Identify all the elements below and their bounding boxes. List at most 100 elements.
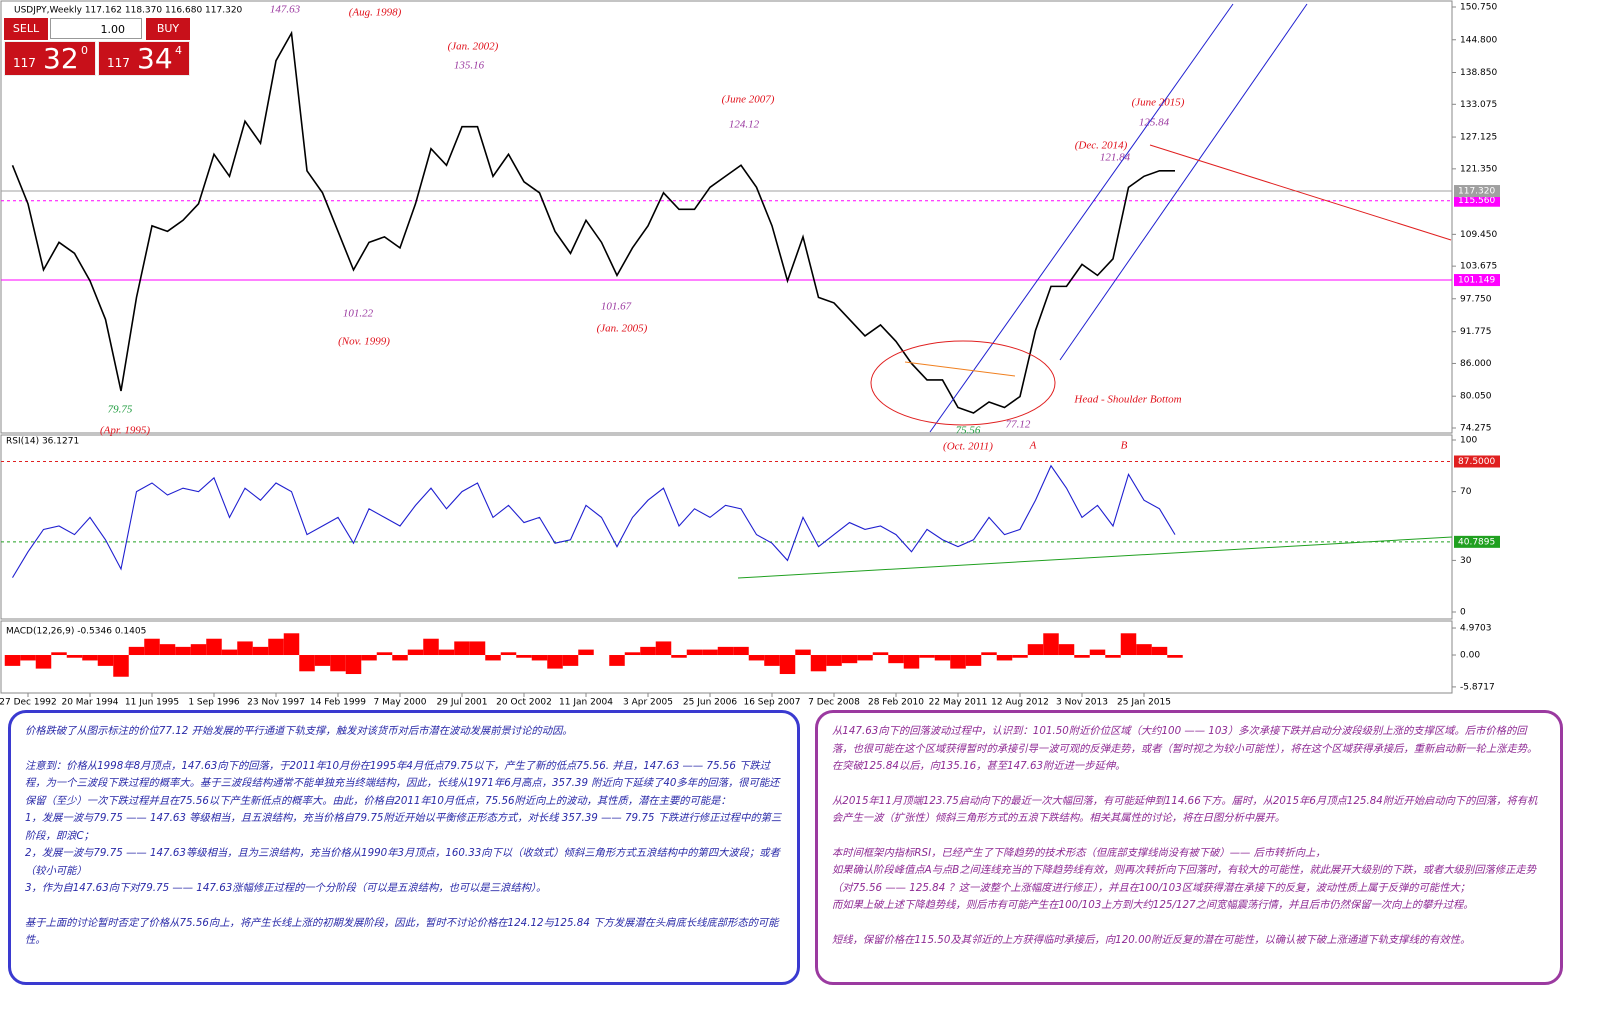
y-tick-label: 109.450	[1460, 230, 1497, 240]
macd-bar	[640, 646, 656, 656]
macd-bar	[965, 655, 982, 666]
x-tick-label: 11 Jun 1995	[125, 698, 179, 708]
macd-bar	[826, 655, 842, 666]
macd-bar	[1136, 644, 1152, 656]
macd-bar	[268, 638, 284, 656]
macd-bar	[996, 655, 1013, 661]
annotation: 101.22	[343, 308, 374, 320]
x-tick-label: 27 Dec 1992	[0, 698, 57, 708]
macd-bar	[1105, 655, 1121, 658]
macd-bar	[578, 649, 594, 656]
macd-bar	[97, 655, 114, 666]
x-tick-label: 1 Sep 1996	[188, 698, 240, 708]
macd-bar	[128, 646, 145, 656]
plot-layer: 74.275 80.050 86.000 91.775 97.750 103.675 109…	[0, 3, 1500, 708]
macd-bar	[1058, 644, 1075, 656]
macd-bar	[438, 649, 455, 656]
macd-bar	[624, 652, 641, 656]
note-paragraph: 1，发展一波与79.75 —— 147.63 等级相当，且五浪结构，充当价格自7…	[25, 812, 782, 842]
note-paragraph: 短线，保留价格在115.50及其邻近的上方获得临时承接后，向120.00附近反复…	[832, 933, 1471, 946]
level-label: 40.7895	[1458, 537, 1495, 547]
macd-bar	[547, 655, 563, 669]
channel-upper	[929, 3, 1234, 433]
price-pips: 34	[137, 42, 173, 75]
annotation: (June 2015)	[1132, 97, 1185, 109]
macd-bar	[531, 655, 548, 661]
macd-title: MACD(12,26,9) -0.5346 0.1405	[6, 627, 146, 637]
macd-panel	[0, 620, 1453, 694]
macd-bar	[903, 655, 920, 669]
lot-input[interactable]: 1.00	[50, 18, 142, 39]
price-big: 117	[107, 56, 130, 70]
y-tick-label: -5.8717	[1460, 682, 1495, 692]
price-big: 117	[13, 56, 36, 70]
sell-price[interactable]: 117 32 0	[4, 41, 96, 76]
macd-bar	[454, 641, 470, 656]
x-tick-label: 22 May 2011	[929, 698, 988, 708]
macd-bar	[113, 655, 129, 677]
y-tick-label: 30	[1460, 556, 1472, 566]
rsi-line	[12, 464, 1176, 578]
macd-bar	[872, 652, 889, 656]
macd-bar	[686, 649, 703, 656]
macd-bar	[981, 652, 997, 656]
note-box-right: 从147.63向下的回落波动过程中，认识到：101.50附近价位区域（大约100…	[815, 710, 1563, 985]
note-paragraph: 价格跌破了从图示标注的价位77.12 开始发展的平行通道下轨支撑，触发对该货币对…	[25, 725, 573, 737]
macd-bar	[345, 655, 362, 675]
y-tick-label: 4.9703	[1460, 624, 1492, 634]
y-tick-label: 80.050	[1460, 392, 1492, 402]
x-tick-label: 7 Dec 2008	[808, 698, 860, 708]
macd-bar	[810, 655, 827, 672]
annotation: 147.63	[270, 4, 301, 16]
y-tick-label: 86.000	[1460, 359, 1492, 369]
macd-bar	[314, 655, 331, 666]
buy-price[interactable]: 117 34 4	[98, 41, 190, 76]
buy-button[interactable]: BUY	[146, 18, 190, 40]
annotation: (Apr. 1995)	[100, 425, 150, 437]
annotation: 124.12	[729, 119, 760, 131]
macd-bar	[469, 641, 486, 656]
y-tick-label: 74.275	[1460, 424, 1492, 434]
level-label: 87.5000	[1458, 457, 1495, 467]
price-panel	[0, 0, 1453, 434]
annotation: (Jan. 2002)	[448, 41, 499, 53]
macd-bar	[1074, 655, 1090, 658]
macd-bar	[934, 655, 951, 661]
y-tick-label: 103.675	[1460, 262, 1497, 272]
macd-bar	[144, 638, 160, 656]
annotation: (Jan. 2005)	[597, 323, 648, 335]
macd-bar	[841, 655, 858, 664]
macd-bar	[376, 652, 393, 656]
macd-bar	[1167, 655, 1183, 658]
x-tick-label: 25 Jan 2015	[1117, 698, 1171, 708]
y-tick-label: 100	[1460, 436, 1477, 446]
level-tag	[1454, 455, 1500, 468]
note-paragraph: 如果确认阶段峰值点A与点B之间连线充当的下降趋势线有效，则再次转折向下回落时，有…	[832, 864, 1536, 894]
macd-bar	[392, 655, 408, 661]
level-label: 117.320	[1458, 187, 1495, 197]
macd-bar	[888, 655, 904, 664]
macd-bar	[51, 652, 67, 656]
x-tick-label: 14 Feb 1999	[310, 698, 366, 708]
macd-bar	[485, 655, 501, 661]
macd-bar	[671, 655, 687, 658]
note-paragraph: 基于上面的讨论暂时否定了价格从75.56向上，将产生长线上涨的初期发展阶段，因此…	[25, 916, 779, 947]
x-tick-label: 3 Nov 2013	[1056, 698, 1108, 708]
y-tick-label: 138.850	[1460, 68, 1497, 78]
chart: 74.275 80.050 86.000 91.775 97.750 103.675 109…	[0, 0, 1500, 708]
annotation: B	[1121, 440, 1128, 452]
macd-bar	[175, 646, 191, 656]
rsi-support	[737, 536, 1453, 579]
level-label: 101.149	[1458, 276, 1495, 286]
sell-button[interactable]: SELL	[4, 18, 48, 40]
macd-bar	[330, 655, 346, 672]
red-trendline	[1149, 144, 1452, 241]
x-tick-label: 25 Jun 2006	[683, 698, 737, 708]
x-tick-label: 29 Jul 2001	[437, 698, 488, 708]
macd-bar	[237, 641, 253, 656]
note-paragraph: 3，作为自147.63向下对79.75 —— 147.63涨幅修正过程的一个分阶…	[25, 882, 547, 894]
y-tick-label: 97.750	[1460, 294, 1492, 304]
macd-bar	[1120, 633, 1137, 656]
y-tick-label: 133.075	[1460, 100, 1497, 110]
